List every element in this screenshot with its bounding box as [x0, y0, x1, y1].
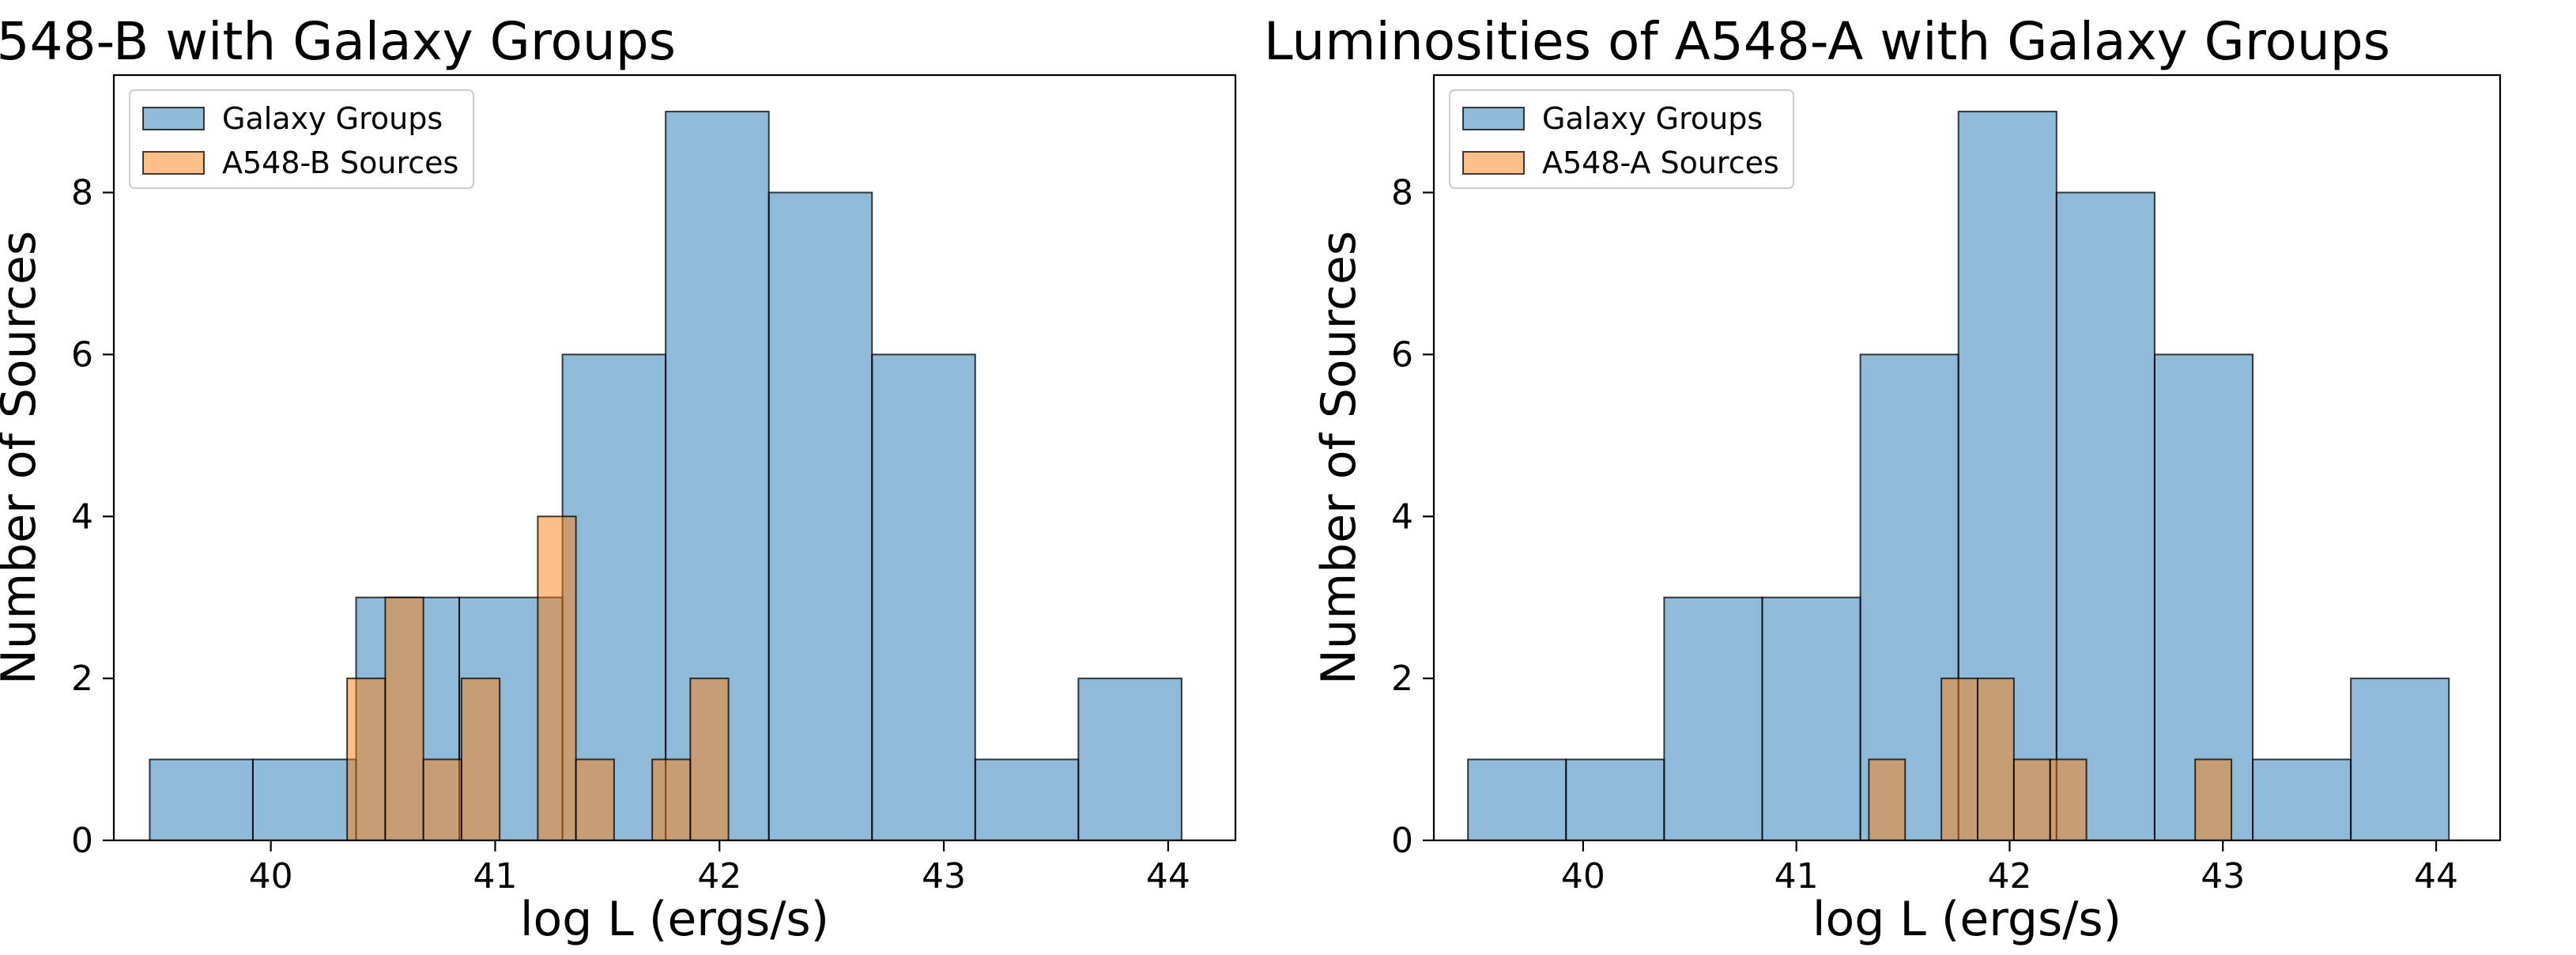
x-axis-label: log L (ergs/s)	[520, 892, 829, 947]
galaxy-groups-bar-1	[251, 758, 357, 842]
galaxy-groups-bar-1	[1565, 758, 1665, 842]
sources-bar-2	[1976, 678, 2015, 841]
y-tick-label: 2	[71, 659, 93, 699]
sources-bar-1	[384, 596, 424, 841]
chart-title: Luminosities of A548-B with Galaxy Group…	[0, 11, 676, 72]
galaxy-groups-bar-3	[1761, 596, 1861, 841]
galaxy-groups-bar-8	[974, 758, 1080, 842]
y-axis-label: Number of Sources	[0, 231, 47, 685]
galaxy-groups-bar-0	[1467, 758, 1567, 842]
x-tick-label: 43	[922, 856, 966, 896]
legend-swatch-galaxy-groups	[1462, 107, 1525, 130]
legend-label-sources: A548-A Sources	[1542, 145, 1779, 180]
y-tick-label: 6	[1391, 334, 1413, 375]
chart-a548-a: 40 41 42 43 44 0 2 4 6 8 Luminosities of A548-A wi…	[1264, 11, 2502, 947]
sources-bar-2	[422, 758, 462, 842]
sources-bar-6	[651, 758, 692, 842]
y-tick-label: 0	[71, 821, 93, 861]
sources-bar-0	[346, 678, 387, 841]
y-tick-label: 2	[1391, 659, 1413, 699]
galaxy-groups-bar-2	[1663, 596, 1763, 841]
sources-bar-4	[2049, 758, 2088, 842]
legend-swatch-sources	[142, 151, 205, 175]
galaxy-groups-bar-7	[871, 353, 976, 841]
chart-a548-b: 40 41 42 43 44 0 2 4 6 8 Luminosities of A548-B wi…	[0, 11, 1237, 947]
legend	[1449, 89, 1794, 189]
x-tick-label: 42	[697, 856, 741, 896]
galaxy-groups-bar-6	[2055, 191, 2155, 841]
y-tick-label: 0	[1391, 821, 1413, 861]
sources-bar-4	[537, 515, 577, 841]
x-tick-label: 41	[1775, 856, 1819, 896]
chart-title: Luminosities of A548-A with Galaxy Group…	[1264, 11, 2390, 72]
y-tick-label: 6	[71, 334, 93, 375]
sources-bar-3	[2012, 758, 2051, 842]
x-tick-label: 44	[1146, 856, 1190, 896]
y-axis-label: Number of Sources	[1311, 231, 1367, 685]
legend-swatch-sources	[1462, 151, 1525, 175]
x-tick-label: 42	[1987, 856, 2031, 896]
plot-frame	[112, 74, 1237, 842]
y-tick-label: 8	[1391, 173, 1413, 213]
galaxy-groups-bar-0	[149, 758, 254, 842]
sources-bar-7	[689, 678, 730, 841]
plot-frame	[1432, 74, 2502, 842]
sources-bar-3	[460, 678, 501, 841]
y-tick-label: 4	[71, 496, 93, 537]
legend-swatch-galaxy-groups	[142, 107, 205, 130]
legend	[129, 89, 474, 189]
y-tick-label: 8	[71, 173, 93, 213]
legend-label-galaxy-groups: Galaxy Groups	[222, 101, 443, 136]
galaxy-groups-bar-9	[2350, 678, 2450, 841]
x-tick-label: 41	[473, 856, 517, 896]
x-tick-label: 44	[2414, 856, 2458, 896]
sources-bar-5	[575, 758, 615, 842]
galaxy-groups-bar-6	[768, 191, 873, 841]
legend-label-galaxy-groups: Galaxy Groups	[1542, 101, 1763, 136]
galaxy-groups-bar-9	[1077, 678, 1182, 841]
legend-label-sources: A548-B Sources	[222, 145, 458, 180]
x-tick-label: 43	[2201, 856, 2245, 896]
x-tick-label: 40	[1561, 856, 1605, 896]
x-axis-label: log L (ergs/s)	[1812, 892, 2122, 947]
y-tick-label: 4	[1391, 496, 1413, 537]
sources-bar-5	[2194, 758, 2233, 842]
sources-bar-1	[1940, 678, 1978, 841]
x-tick-label: 40	[249, 856, 293, 896]
sources-bar-0	[1868, 758, 1907, 842]
galaxy-groups-bar-8	[2252, 758, 2352, 842]
